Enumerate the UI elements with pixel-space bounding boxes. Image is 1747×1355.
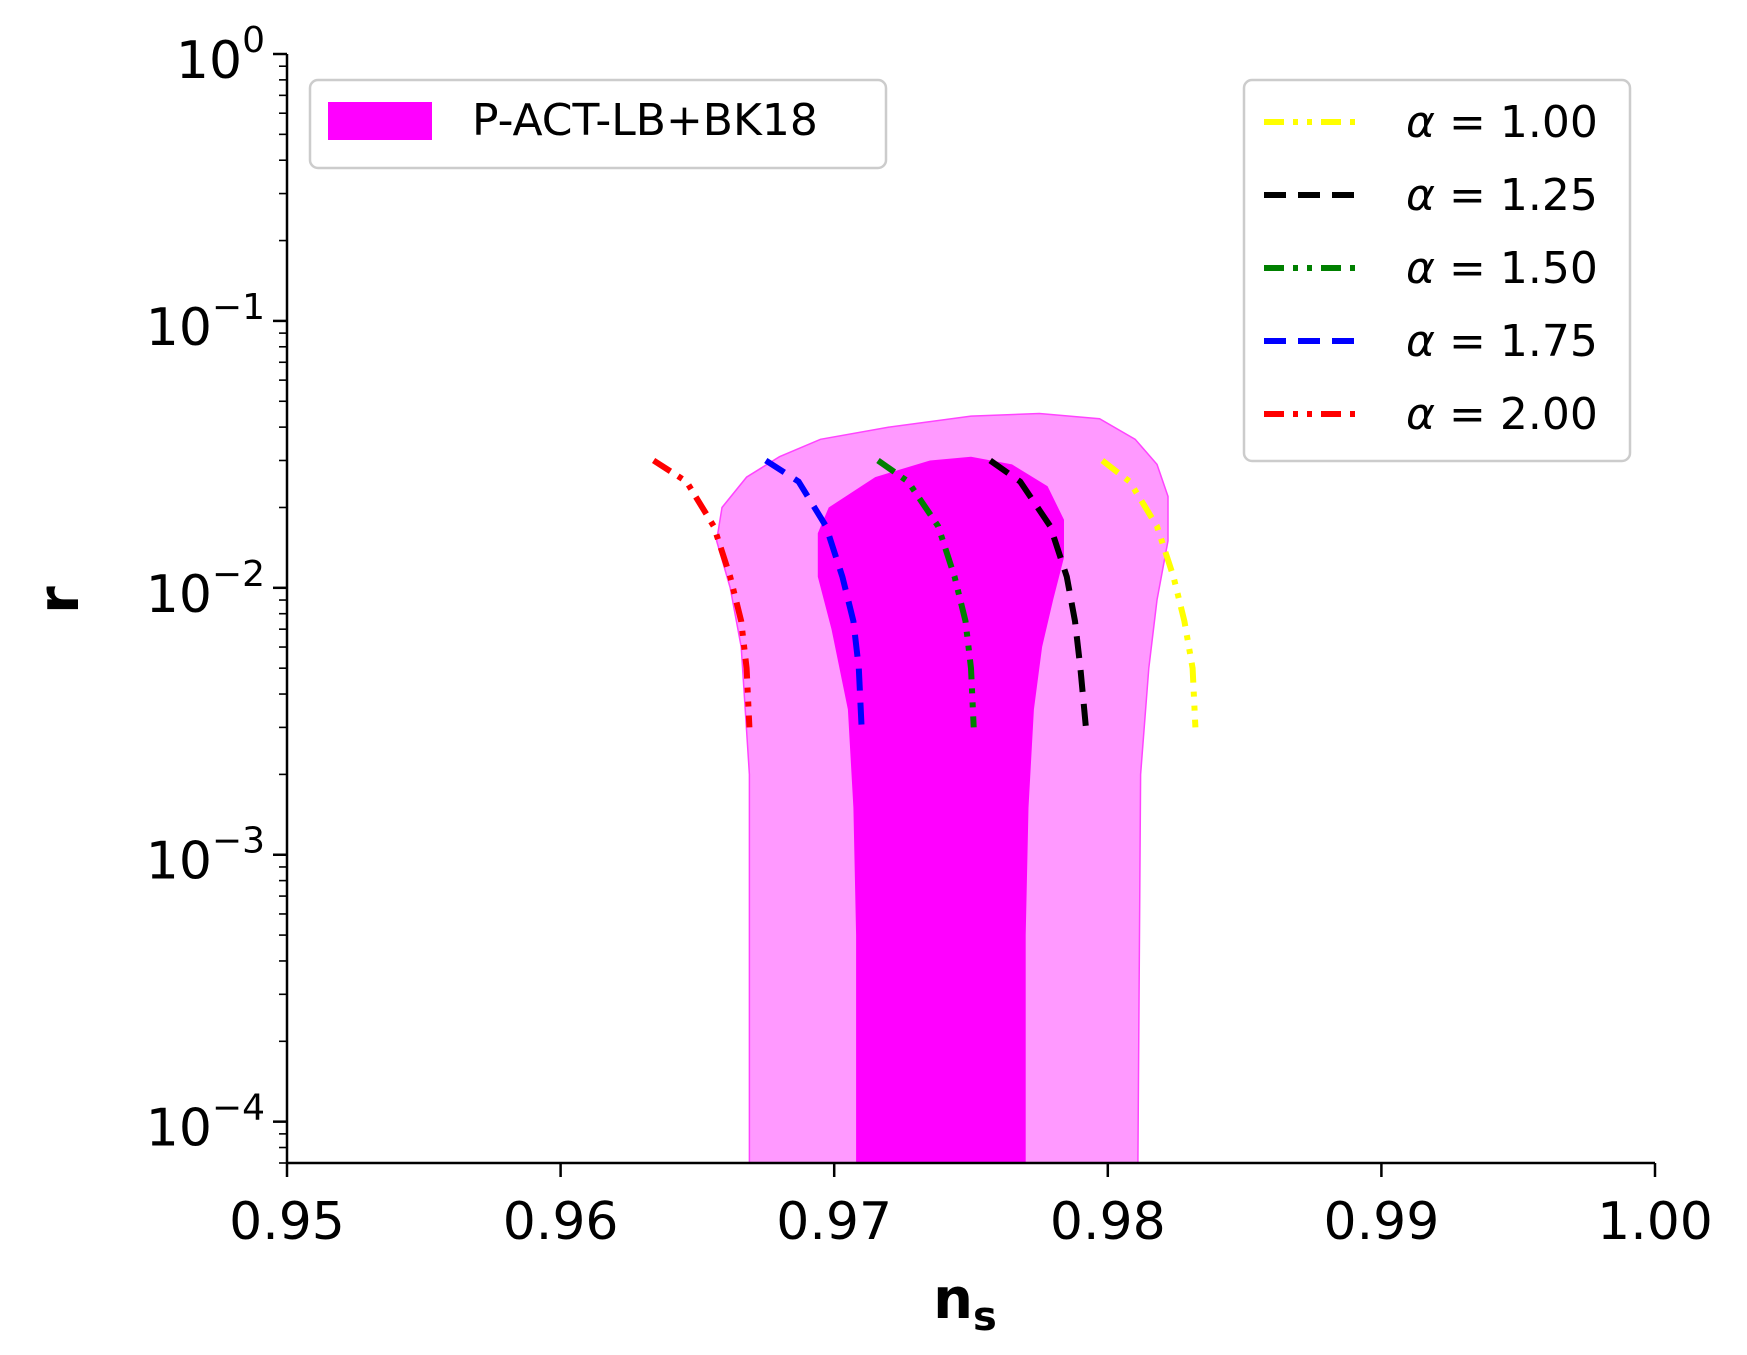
y-tick-label-2: 10−2	[146, 554, 265, 625]
legend-line-label-3: α = 1.75	[1406, 316, 1598, 367]
legend-line-value-3: = 1.75	[1435, 316, 1598, 367]
x-tick-label-1: 0.96	[503, 1192, 619, 1252]
axes: 0.95 0.96 0.97 0.98 0.99 1.0010010−110−210−31…	[146, 20, 1713, 1252]
series-line-2	[876, 458, 977, 728]
y-tick-base-3: 10	[146, 832, 212, 892]
y-tick-exp-2: −2	[212, 554, 265, 595]
series-line-1	[988, 458, 1089, 728]
contour-inner	[817, 456, 1064, 1163]
series-line-0	[1100, 458, 1199, 728]
y-tick-exp-4: −4	[212, 1088, 265, 1129]
y-tick-exp-1: −1	[212, 287, 265, 328]
x-tick-label-4: 0.99	[1324, 1192, 1440, 1252]
x-tick-label-2: 0.97	[776, 1192, 892, 1252]
x-axis-label-main: n	[933, 1267, 973, 1332]
legend-lines: α = 1.00α = 1.25α = 1.50α = 1.75α = 2.00	[1242, 78, 1632, 463]
y-tick-label-0: 100	[176, 20, 265, 91]
y-tick-label-3: 10−3	[146, 821, 265, 892]
y-tick-exp-3: −3	[212, 821, 265, 862]
legend-line-alpha-symbol-2: α	[1406, 243, 1435, 294]
legend-line-alpha-symbol-3: α	[1406, 316, 1435, 367]
legend-line-alpha-symbol-1: α	[1406, 170, 1435, 221]
contour-layer	[715, 412, 1169, 1164]
y-tick-exp-0: 0	[242, 20, 265, 61]
y-tick-label-4: 10−4	[146, 1088, 265, 1159]
x-axis-label-subscript: s	[973, 1294, 997, 1340]
legend-line-value-0: = 1.00	[1435, 97, 1598, 148]
series-layer	[651, 457, 1199, 728]
series-line-3	[764, 457, 865, 728]
legend-line-value-1: = 1.25	[1435, 170, 1598, 221]
legend-line-label-4: α = 2.00	[1406, 389, 1598, 440]
y-tick-base-2: 10	[146, 565, 212, 625]
legend-line-value-4: = 2.00	[1435, 389, 1598, 440]
y-tick-base-0: 10	[176, 31, 242, 91]
x-axis-label: ns	[933, 1267, 997, 1340]
legend-fill-label: P-ACT-LB+BK18	[472, 95, 818, 146]
legend-fill-frame	[308, 78, 888, 170]
x-tick-label-0: 0.95	[229, 1192, 345, 1252]
series-line-4	[651, 457, 753, 728]
legend-fill-swatch	[328, 102, 432, 140]
legend-line-label-2: α = 1.50	[1406, 243, 1598, 294]
legend-line-value-2: = 1.50	[1435, 243, 1598, 294]
legend-line-label-0: α = 1.00	[1406, 97, 1598, 148]
x-tick-label-5: 1.00	[1597, 1192, 1713, 1252]
legend-line-alpha-symbol-0: α	[1406, 97, 1435, 148]
legend-line-alpha-symbol-4: α	[1406, 389, 1435, 440]
y-axis-label: r	[27, 586, 92, 614]
legend-lines-frame	[1242, 78, 1632, 463]
y-tick-base-4: 10	[146, 1099, 212, 1159]
legend-line-label-1: α = 1.25	[1406, 170, 1598, 221]
y-tick-label-1: 10−1	[146, 287, 265, 358]
y-tick-base-1: 10	[146, 298, 212, 358]
x-tick-label-3: 0.98	[1050, 1192, 1166, 1252]
legend-fill: P-ACT-LB+BK18	[308, 78, 888, 170]
